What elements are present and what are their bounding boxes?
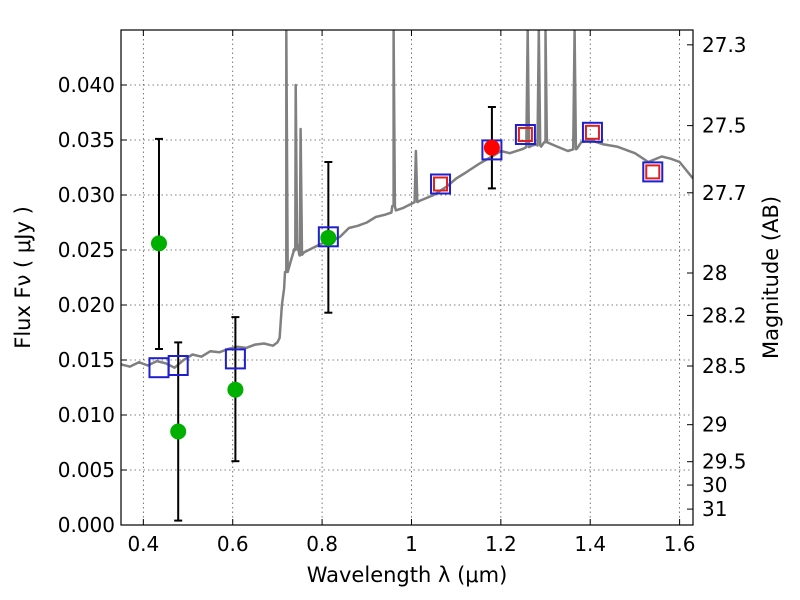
x-axis-label: Wavelength λ (μm) [307, 563, 508, 587]
observed-point [320, 229, 337, 246]
model-square [224, 348, 246, 370]
right-tick-label: 28 [702, 261, 727, 285]
right-tick-label: 27.7 [702, 181, 747, 205]
right-axis-label: Magnitude (AB) [759, 196, 783, 359]
x-tick-label: 1.4 [574, 532, 606, 556]
right-tick-label: 28.5 [702, 354, 747, 378]
y-tick-label: 0.035 [58, 128, 115, 152]
data-markers [148, 121, 664, 440]
observed-point [170, 423, 187, 440]
observed-point [227, 381, 244, 398]
model-square [167, 355, 189, 376]
observed-point [483, 139, 500, 156]
y-tick-label: 0.000 [58, 513, 115, 537]
y-tick-label: 0.025 [58, 238, 115, 262]
right-tick-label: 28.2 [702, 303, 747, 327]
model-square [642, 161, 664, 183]
y-tick-label: 0.030 [58, 183, 115, 207]
grid [121, 30, 693, 525]
right-tick-label: 27.5 [702, 114, 747, 138]
x-tick-label: 1 [405, 532, 418, 556]
model-square [317, 226, 339, 248]
y-tick-label: 0.010 [58, 403, 115, 427]
x-tick-label: 0.6 [217, 532, 249, 556]
observed-square [645, 164, 661, 180]
observed-square [584, 124, 600, 140]
plot-frame [120, 29, 694, 526]
y-tick-label: 0.005 [58, 458, 115, 482]
observed-point [150, 235, 167, 252]
right-tick-label: 31 [702, 497, 727, 521]
right-tick-label: 30 [702, 473, 727, 497]
x-tick-label: 0.4 [127, 532, 159, 556]
y-axis-label: Flux Fν ( μJy ) [11, 206, 35, 349]
x-tick-label: 0.8 [306, 532, 338, 556]
y-tick-label: 0.040 [58, 73, 115, 97]
x-tick-label: 1.6 [664, 532, 696, 556]
x-tick-label: 1.2 [485, 532, 517, 556]
y-tick-label: 0.015 [58, 348, 115, 372]
error-bars [154, 106, 496, 522]
model-square [430, 173, 452, 195]
model-spectrum [121, 30, 693, 369]
right-tick-label: 29 [702, 413, 727, 437]
y-tick-label: 0.020 [58, 293, 115, 317]
axis-ticks: 0.4 0.6 0.8 1 1.2 1.4 1.6 0.000 0.005 0.010 0.015 0… [58, 30, 747, 556]
right-tick-label: 29.5 [702, 450, 747, 474]
observed-square [517, 127, 533, 142]
right-tick-label: 27.3 [702, 33, 747, 57]
spectrum-line [121, 30, 693, 369]
model-square [581, 121, 603, 143]
model-square [514, 124, 536, 145]
observed-square [433, 176, 449, 192]
